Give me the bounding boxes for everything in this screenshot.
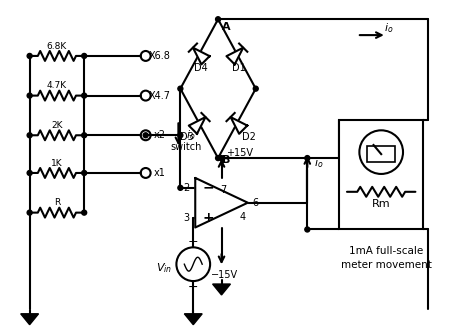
- Polygon shape: [226, 48, 243, 65]
- Circle shape: [253, 86, 258, 91]
- Text: meter movement: meter movement: [341, 260, 432, 270]
- Text: X6.8: X6.8: [148, 51, 171, 61]
- Text: D3: D3: [180, 132, 194, 142]
- Text: D2: D2: [242, 132, 256, 142]
- Text: 2: 2: [183, 183, 189, 193]
- Circle shape: [27, 93, 32, 98]
- Text: 4: 4: [240, 212, 246, 222]
- Circle shape: [82, 170, 87, 175]
- Polygon shape: [195, 178, 248, 227]
- Circle shape: [178, 86, 183, 91]
- Text: +: +: [202, 211, 214, 224]
- Text: 4.7K: 4.7K: [47, 81, 67, 90]
- Circle shape: [27, 170, 32, 175]
- Text: A: A: [222, 22, 230, 32]
- Text: x1: x1: [153, 168, 166, 178]
- Text: X4.7: X4.7: [148, 91, 171, 100]
- Text: $V_{in}$: $V_{in}$: [156, 261, 172, 275]
- Polygon shape: [21, 314, 39, 325]
- Circle shape: [82, 210, 87, 215]
- Circle shape: [82, 53, 87, 58]
- Polygon shape: [193, 48, 210, 65]
- Circle shape: [82, 93, 87, 98]
- Polygon shape: [212, 284, 230, 295]
- Polygon shape: [189, 117, 206, 134]
- Circle shape: [305, 156, 310, 161]
- Text: D4: D4: [194, 63, 208, 73]
- Circle shape: [27, 210, 32, 215]
- Circle shape: [305, 227, 310, 232]
- Text: D1: D1: [232, 63, 246, 73]
- Text: 1mA full-scale: 1mA full-scale: [349, 246, 423, 256]
- Text: $i_o$: $i_o$: [315, 156, 324, 170]
- Text: 1K: 1K: [51, 159, 63, 168]
- Circle shape: [143, 133, 148, 138]
- Text: B: B: [222, 155, 230, 165]
- Text: +15V: +15V: [226, 148, 253, 158]
- Text: −15V: −15V: [211, 270, 238, 280]
- Text: Rm: Rm: [372, 199, 391, 209]
- Polygon shape: [230, 117, 248, 134]
- Circle shape: [27, 133, 32, 138]
- Text: 2K: 2K: [51, 121, 63, 130]
- Bar: [339, 120, 423, 229]
- Circle shape: [178, 133, 183, 138]
- Text: 3: 3: [183, 213, 189, 222]
- Circle shape: [27, 53, 32, 58]
- Text: +: +: [188, 235, 198, 248]
- Text: −: −: [202, 181, 214, 195]
- Text: 6: 6: [253, 198, 259, 208]
- Circle shape: [216, 17, 220, 22]
- Polygon shape: [184, 314, 202, 325]
- Text: R: R: [54, 198, 60, 207]
- Circle shape: [219, 156, 224, 161]
- Text: −: −: [188, 281, 198, 294]
- Circle shape: [178, 185, 183, 190]
- Text: switch: switch: [171, 142, 202, 152]
- Circle shape: [216, 156, 220, 161]
- Text: 6.8K: 6.8K: [47, 42, 67, 50]
- Text: $i_o$: $i_o$: [185, 128, 195, 142]
- Text: 7: 7: [220, 185, 227, 195]
- Text: $i_o$: $i_o$: [384, 21, 393, 35]
- Bar: [367, 146, 395, 162]
- Circle shape: [82, 133, 87, 138]
- Text: x2: x2: [153, 130, 166, 140]
